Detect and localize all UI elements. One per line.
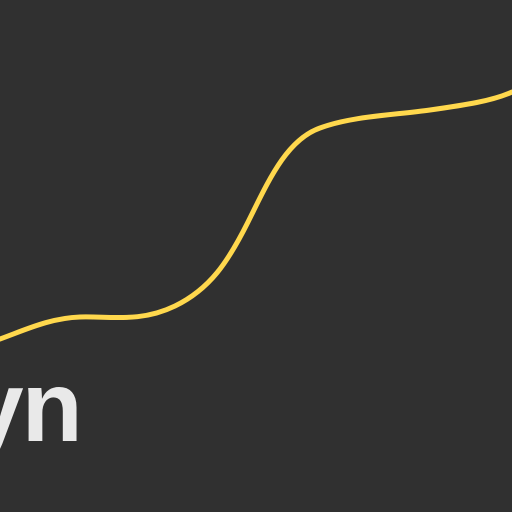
yellow-curve bbox=[0, 89, 512, 342]
partial-title-text: yn bbox=[0, 351, 83, 463]
